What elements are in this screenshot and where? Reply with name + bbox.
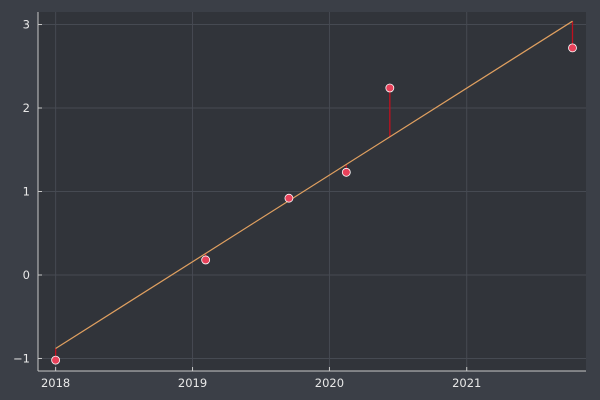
data-point <box>51 355 61 365</box>
grid <box>38 12 586 371</box>
data-point <box>568 43 577 53</box>
x-tick-label: 2021 <box>452 376 481 390</box>
y-tick-label: 0 <box>23 268 30 282</box>
x-tick-label: 2019 <box>178 376 207 390</box>
fit-line-group <box>55 20 573 349</box>
y-tick-label: 2 <box>23 101 30 115</box>
data-point <box>385 83 395 93</box>
x-tick-label: 2020 <box>315 376 344 390</box>
y-tick-label: −1 <box>13 351 30 365</box>
data-point <box>341 167 351 177</box>
axes <box>37 12 586 372</box>
x-tick-label: 2018 <box>41 376 70 390</box>
fit-line <box>55 20 573 349</box>
y-tick-label: 3 <box>23 18 30 32</box>
data-point <box>201 255 211 265</box>
data-point <box>284 193 294 203</box>
y-tick-label: 1 <box>23 185 30 199</box>
data-points <box>51 43 577 365</box>
tick-labels: 2018 2019 2020 2021 −1 0 1 2 3 <box>13 18 481 390</box>
